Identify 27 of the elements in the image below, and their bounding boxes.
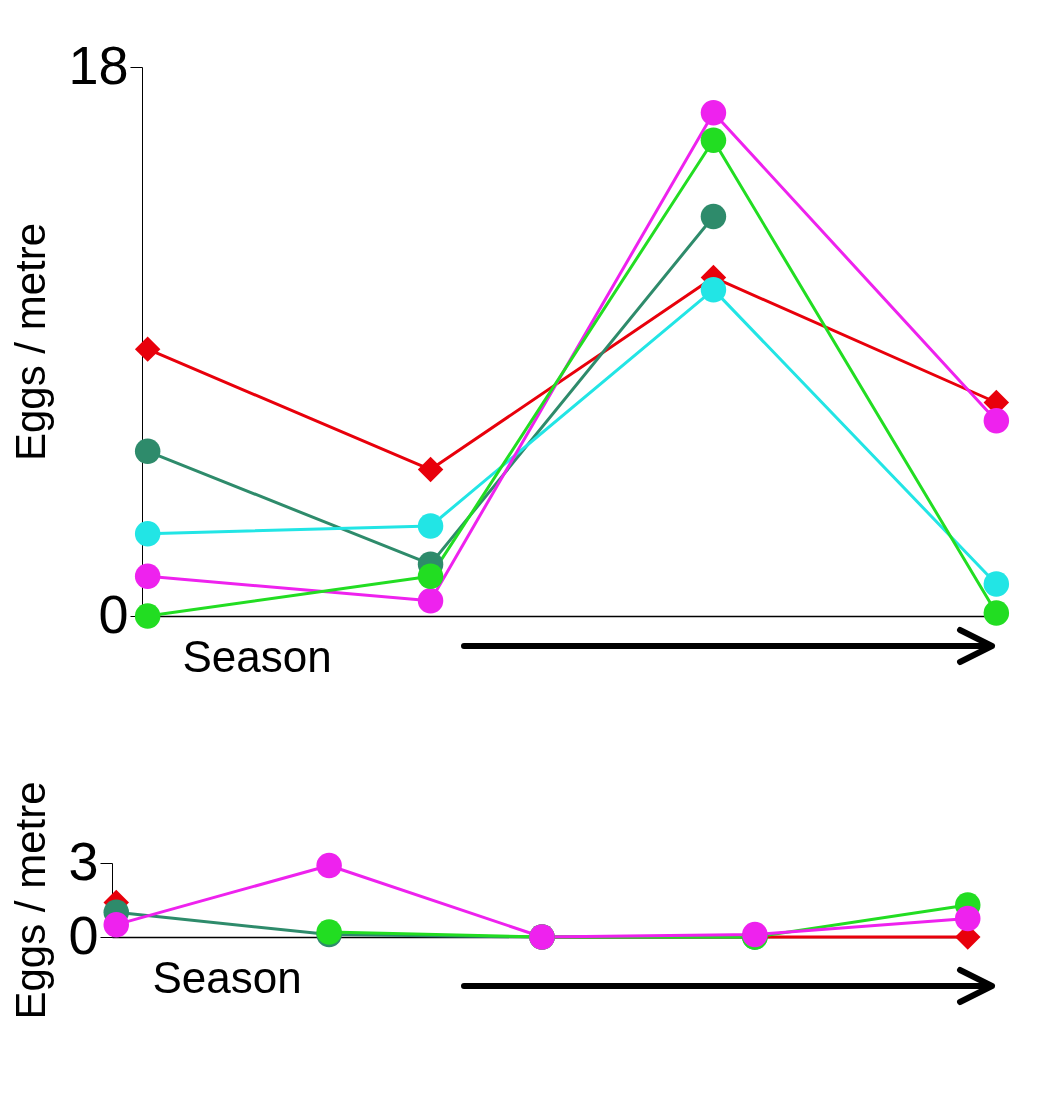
y-tick-label: 0 [68,904,99,965]
point [954,905,981,932]
point [700,127,727,153]
point [417,513,444,539]
point [417,563,444,590]
point [316,852,342,879]
y-tick-label: 0 [98,583,129,644]
point [134,438,161,465]
point [134,603,161,629]
point [134,563,161,590]
point [700,276,727,303]
point [134,336,161,362]
x-axis-title: Season [152,952,302,1002]
y-tick-label: 3 [68,830,99,891]
point [983,408,1010,434]
x-axis-title: Season [182,631,332,681]
point [983,571,1010,597]
y-axis-title: Eggs / metre [7,781,55,1020]
point [983,600,1010,626]
point [134,520,161,547]
point [417,588,444,614]
y-axis-title: Eggs / metre [7,222,55,462]
point [700,100,727,126]
point [700,203,727,230]
y-tick-label: 18 [68,34,129,95]
point [103,911,130,938]
point [417,456,444,483]
